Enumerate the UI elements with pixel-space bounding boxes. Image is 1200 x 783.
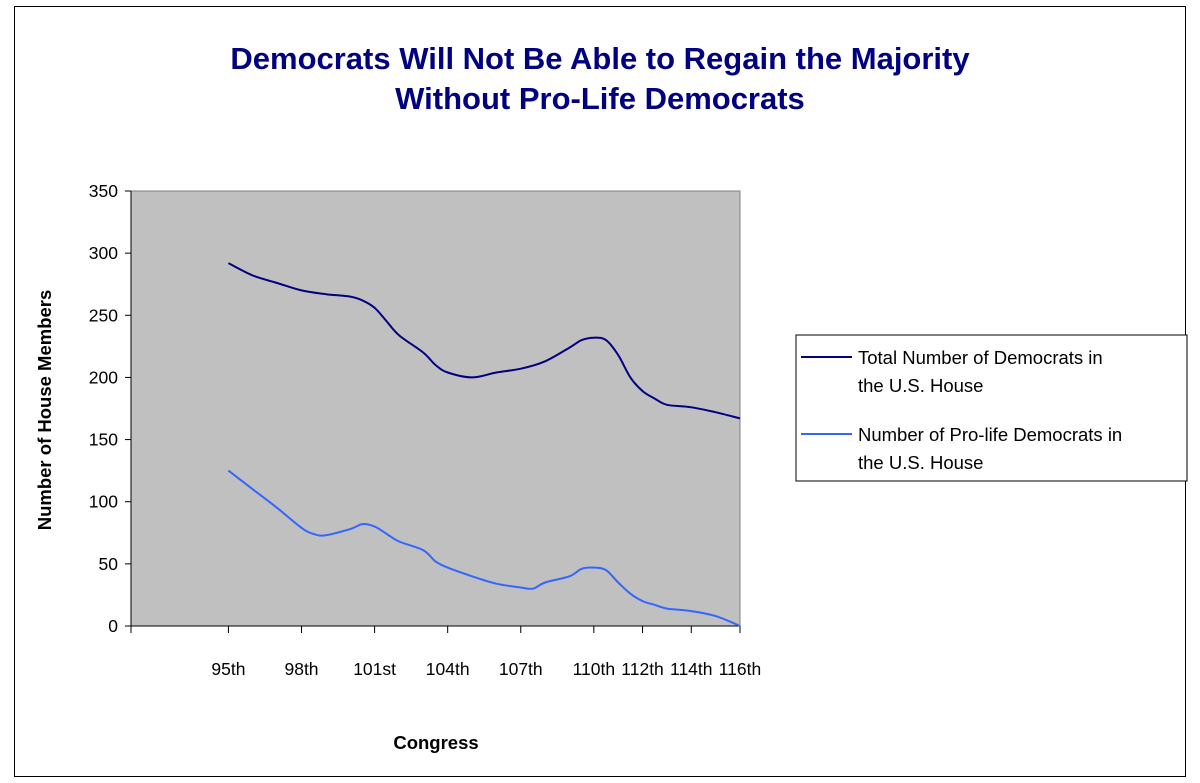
y-tick-label: 200 <box>89 367 118 387</box>
x-tick-label: 107th <box>499 659 543 679</box>
plot-area <box>130 190 741 627</box>
x-tick-label: 101st <box>353 659 396 679</box>
x-tick-label: 110th <box>573 659 616 679</box>
legend: Total Number of Democrats in the U.S. Ho… <box>795 334 1188 482</box>
legend-label-total-line-2: the U.S. House <box>858 375 983 396</box>
x-axis-title: Congress <box>393 732 478 753</box>
series-lines <box>227 262 741 627</box>
y-tick-label: 150 <box>89 430 118 450</box>
legend-box <box>795 334 1188 482</box>
x-tick-label: 114th <box>670 659 713 679</box>
chart-title-line-1: Democrats Will Not Be Able to Regain the… <box>230 41 970 76</box>
y-tick-label: 100 <box>89 492 118 512</box>
y-tick-label: 250 <box>89 305 118 325</box>
x-tick-label: 95th <box>211 659 245 679</box>
y-tick-label: 300 <box>89 243 118 263</box>
series-line-total-democrats <box>227 262 741 420</box>
y-axis: 0 50 100 150 200 250 300 350 <box>89 181 132 636</box>
legend-label-prolife-line-1: Number of Pro-life Democrats in <box>858 424 1122 445</box>
y-tick-label: 350 <box>89 181 118 201</box>
x-axis: 95th 98th 101st 104th 107th 110th 112th 114th 11… <box>130 625 762 679</box>
x-tick-label: 104th <box>426 659 470 679</box>
legend-label-prolife-line-2: the U.S. House <box>858 452 983 473</box>
x-tick-label: 98th <box>284 659 318 679</box>
y-tick-label: 50 <box>99 554 119 574</box>
legend-label-total-line-1: Total Number of Democrats in <box>858 347 1103 368</box>
x-tick-label: 112th <box>621 659 664 679</box>
y-tick-label: 0 <box>108 616 118 636</box>
series-line-prolife-democrats <box>227 469 741 627</box>
chart-title-line-2: Without Pro-Life Democrats <box>395 81 805 116</box>
x-tick-label: 116th <box>719 659 762 679</box>
y-axis-title: Number of House Members <box>34 290 55 531</box>
